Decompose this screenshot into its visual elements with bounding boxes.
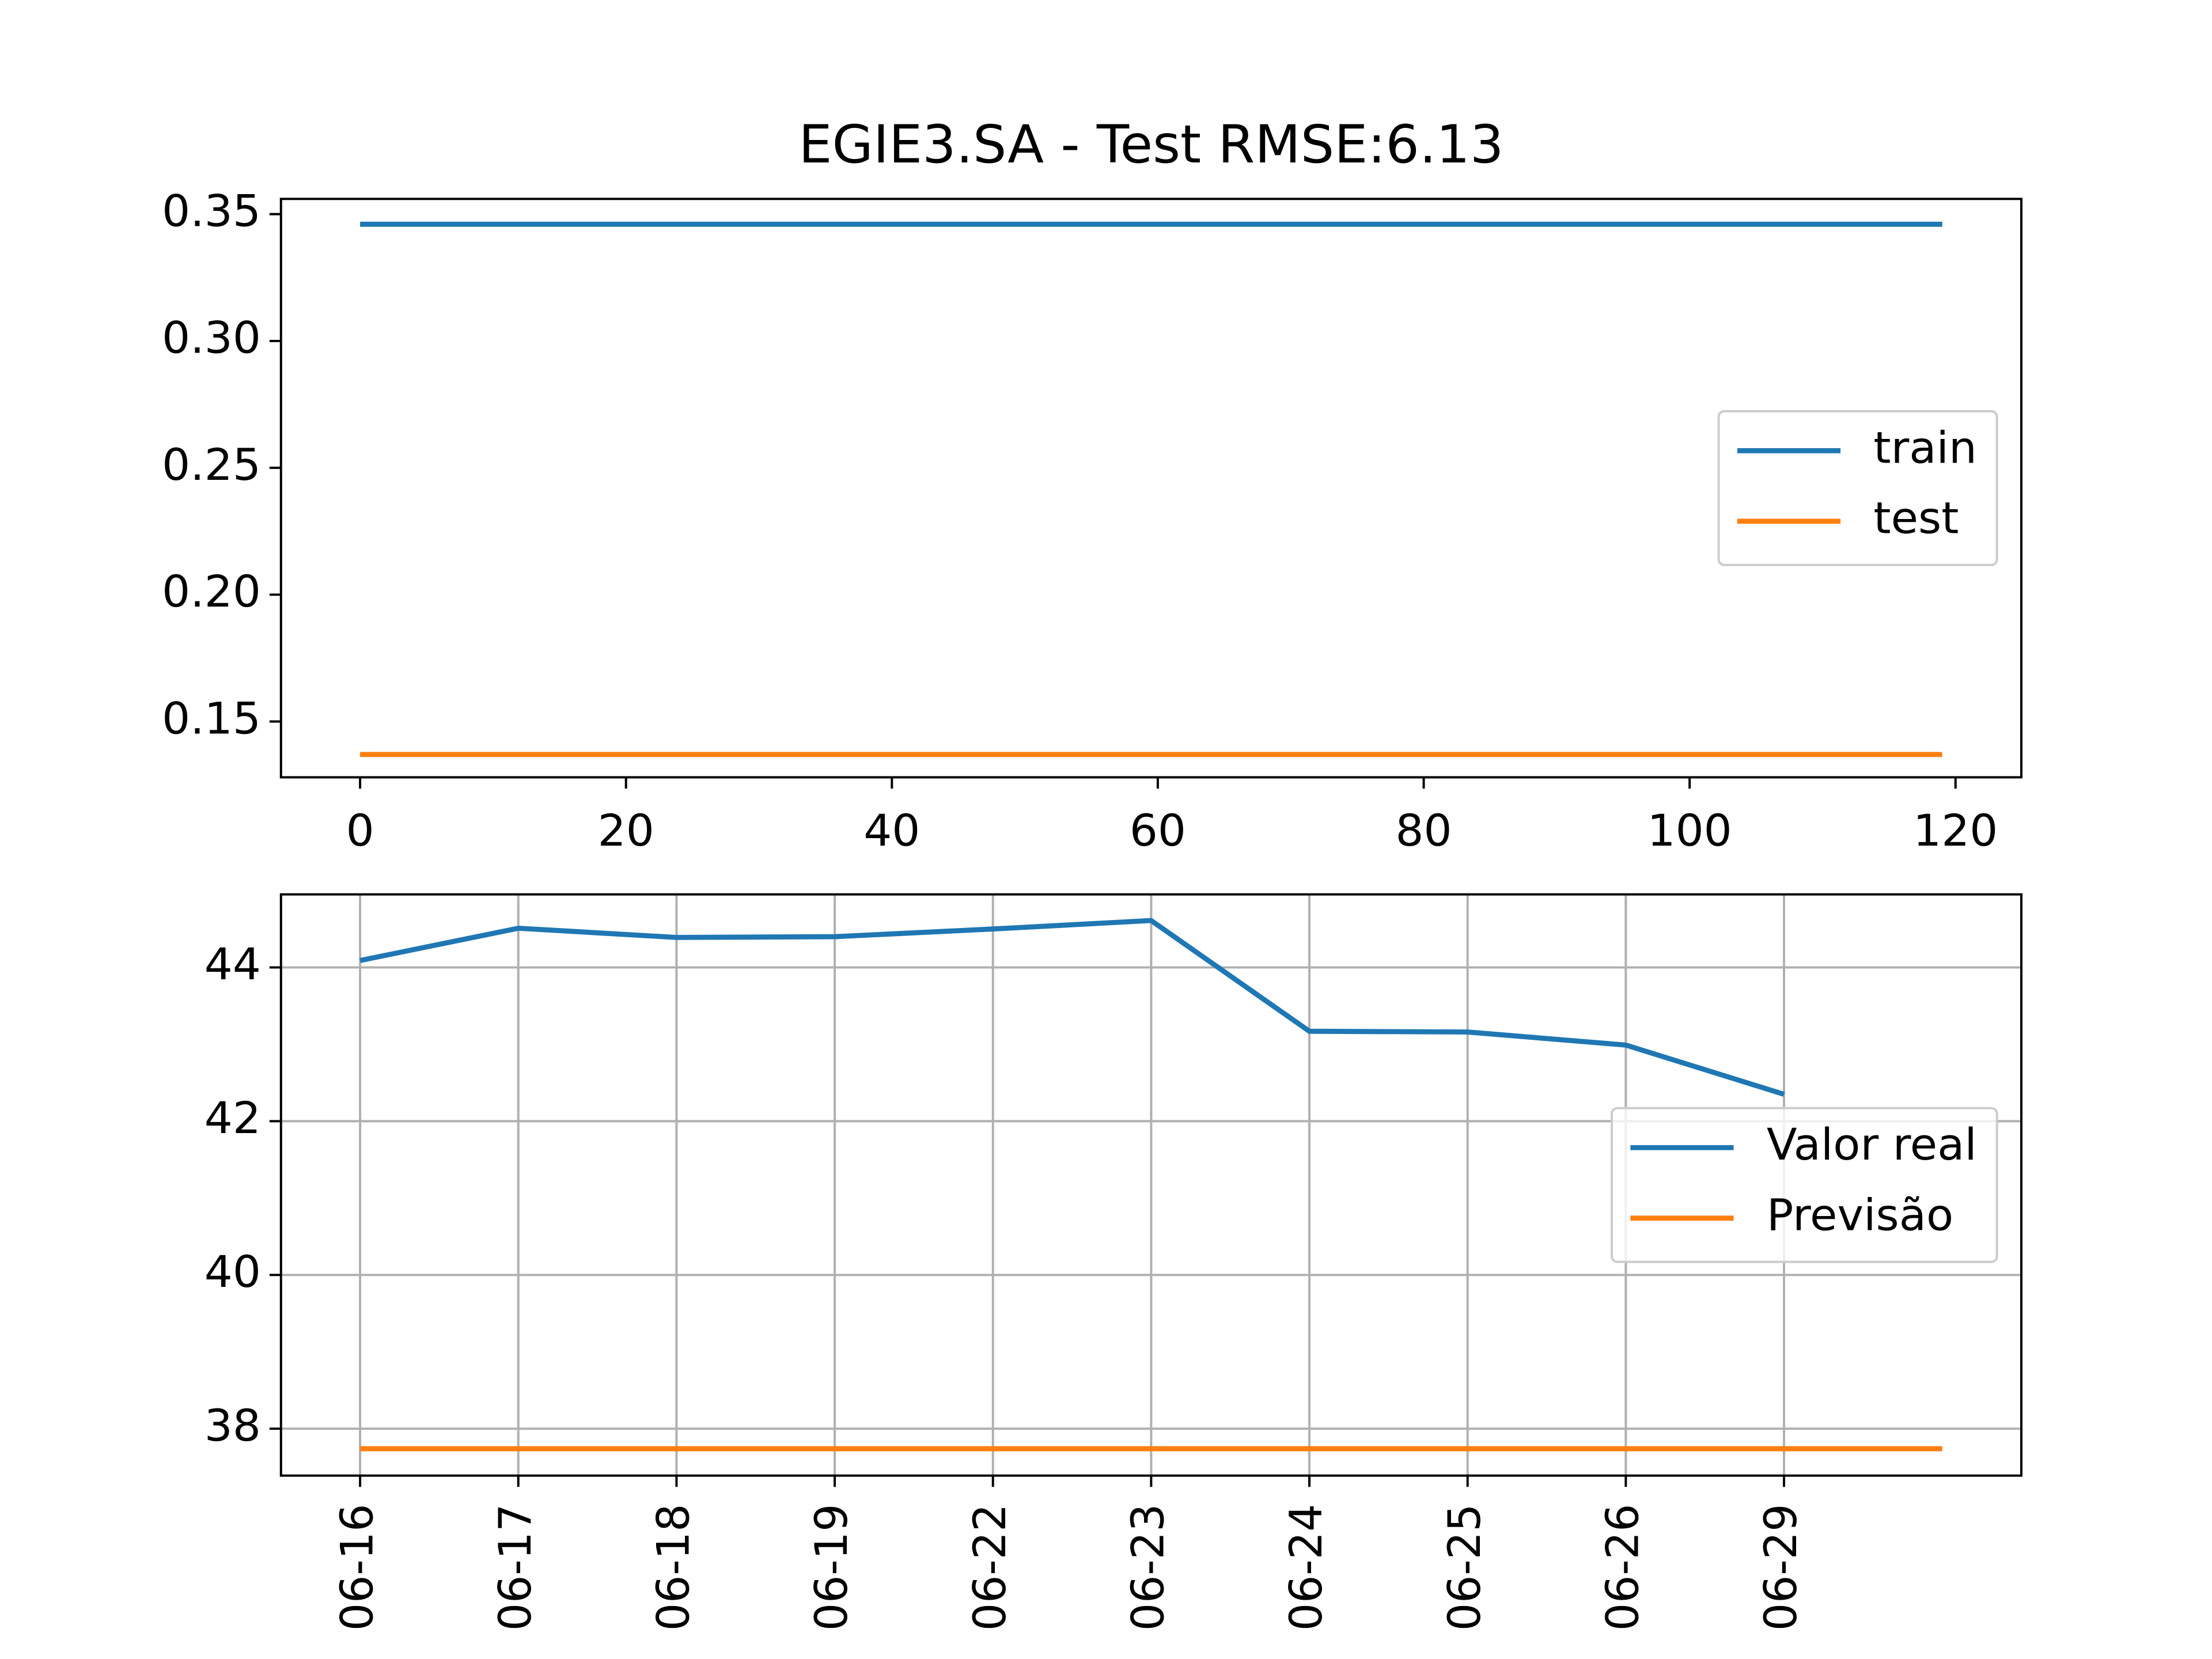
x-tick-label: 06-23 <box>1123 1504 1175 1631</box>
legend-label: test <box>1873 493 1959 544</box>
legend-label: Valor real <box>1767 1120 1977 1171</box>
legend: Valor real Previsão <box>1611 1107 1998 1263</box>
axes-frame <box>279 893 2022 1477</box>
x-tick-label: 06-17 <box>490 1504 541 1631</box>
y-tick-label: 0.35 <box>162 186 261 237</box>
y-tick-label: 38 <box>204 1401 261 1452</box>
legend: train test <box>1717 410 1998 566</box>
x-tick-label: 20 <box>598 806 654 857</box>
x-tick-label: 06-22 <box>964 1504 1016 1631</box>
x-tick-label: 60 <box>1130 806 1186 857</box>
x-tick-label: 120 <box>1913 806 1998 857</box>
x-tick-label: 06-16 <box>332 1504 384 1631</box>
x-tick-label: 0 <box>346 806 374 857</box>
x-tick-label: 40 <box>863 806 920 857</box>
y-tick-label: 0.20 <box>162 567 261 618</box>
legend-label: train <box>1873 423 1977 474</box>
y-tick-label: 40 <box>204 1247 261 1298</box>
y-tick-label: 44 <box>204 940 261 990</box>
y-tick-label: 0.30 <box>162 313 261 363</box>
x-tick-label: 06-25 <box>1439 1504 1491 1631</box>
x-tick-label: 06-24 <box>1281 1504 1333 1631</box>
series-line <box>359 918 1785 1097</box>
axes-frame <box>279 198 2022 779</box>
x-tick-label: 06-26 <box>1597 1504 1649 1631</box>
x-tick-label: 06-18 <box>648 1504 700 1631</box>
x-tick-label: 80 <box>1395 806 1452 857</box>
y-tick-label: 42 <box>204 1093 261 1144</box>
chart-title: EGIE3.SA - Test RMSE:6.13 <box>798 114 1503 175</box>
x-tick-label: 100 <box>1647 806 1732 857</box>
x-tick-label: 06-19 <box>806 1504 858 1631</box>
x-tick-label: 06-29 <box>1756 1504 1808 1631</box>
y-tick-label: 0.25 <box>162 440 261 490</box>
legend-label: Previsão <box>1767 1190 1953 1241</box>
y-tick-label: 0.15 <box>162 694 261 744</box>
